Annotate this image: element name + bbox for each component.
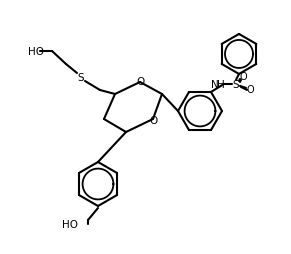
Text: O: O xyxy=(137,77,145,87)
Text: H: H xyxy=(217,80,225,90)
Text: HO: HO xyxy=(62,219,78,229)
Text: S: S xyxy=(233,80,239,90)
Text: O: O xyxy=(246,85,254,94)
Text: HO: HO xyxy=(28,47,44,57)
Text: O: O xyxy=(150,116,158,125)
Text: N: N xyxy=(211,80,219,90)
Text: O: O xyxy=(239,72,247,82)
Text: S: S xyxy=(78,73,84,83)
